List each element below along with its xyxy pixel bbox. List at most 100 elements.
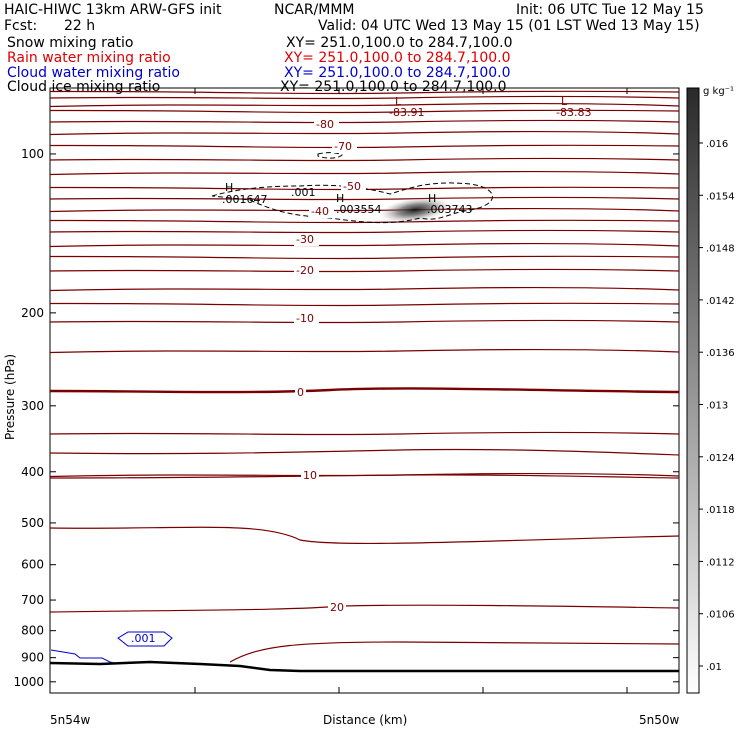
field-cloudice-name: Cloud ice mixing ratio bbox=[7, 79, 161, 95]
y-tick-label: 600 bbox=[21, 558, 44, 572]
temperature-contour-line bbox=[49, 109, 680, 114]
temperature-contour-line bbox=[49, 431, 680, 436]
temperature-contour-label: -80 bbox=[316, 118, 334, 131]
temperature-contour-line bbox=[49, 90, 680, 95]
colorbar-label: .013 bbox=[706, 401, 728, 412]
colorbar-label: .0154 bbox=[706, 191, 735, 202]
contour-label-background bbox=[295, 386, 306, 399]
temperature-contour-label: -70 bbox=[334, 140, 352, 153]
temperature-contour-line bbox=[49, 229, 680, 234]
temperature-contour-line bbox=[49, 287, 680, 292]
colorbar-label: .0118 bbox=[706, 505, 735, 516]
high-marker-3: H bbox=[428, 192, 436, 205]
high-value-2: .003554 bbox=[336, 203, 382, 216]
y-tick-label: 500 bbox=[21, 516, 44, 530]
x-axis-title: Distance (km) bbox=[323, 713, 407, 727]
temperature-contour-label: 20 bbox=[330, 601, 344, 614]
colorbar-label: .0124 bbox=[706, 453, 735, 464]
high-marker-2: H bbox=[336, 192, 344, 205]
temperature-contour-label: -20 bbox=[296, 264, 314, 277]
plot-title: HAIC-HIWC 13km ARW-GFS init bbox=[4, 2, 222, 18]
colorbar-label: .0148 bbox=[706, 244, 735, 255]
temperature-contour-line bbox=[49, 448, 680, 456]
temperature-contour-line bbox=[49, 268, 680, 273]
temperature-contour-line bbox=[49, 144, 680, 149]
low-value-1: -83.91 bbox=[389, 106, 424, 119]
low-marker-1: L bbox=[395, 95, 402, 108]
temperature-contour-line bbox=[49, 219, 680, 224]
contour-label-background bbox=[294, 233, 319, 246]
valid-time: Valid: 04 UTC Wed 13 May 15 (01 LST Wed … bbox=[318, 18, 700, 34]
y-tick-label: 200 bbox=[21, 306, 44, 320]
snow-maximum-shading bbox=[379, 197, 451, 223]
contour-label-background bbox=[294, 312, 319, 325]
y-tick-label: 100 bbox=[21, 147, 44, 161]
temperature-contour-line bbox=[49, 196, 680, 201]
contour-label-background bbox=[294, 264, 319, 277]
temperature-contour-line bbox=[49, 186, 680, 191]
contour-label-background bbox=[301, 469, 319, 482]
temperature-contour-label: 10 bbox=[303, 469, 317, 482]
colorbar-label: .0142 bbox=[706, 296, 735, 307]
field-cloudwater-xy: XY= 251.0,100.0 to 284.7,100.0 bbox=[284, 65, 511, 81]
temperature-contour-line bbox=[49, 171, 680, 176]
y-tick-label: 400 bbox=[21, 465, 44, 479]
colorbar bbox=[686, 87, 700, 694]
y-tick-label: 900 bbox=[21, 651, 44, 665]
temperature-contour-line bbox=[49, 95, 680, 100]
field-cloudice-xy: XY= 251.0,100.0 to 284.7,100.0 bbox=[280, 79, 507, 95]
temperature-contour-line bbox=[49, 119, 680, 124]
field-rain-xy: XY= 251.0,100.0 to 284.7,100.0 bbox=[284, 50, 511, 66]
low-marker-2: L bbox=[561, 95, 568, 108]
temperature-contour-label: 0 bbox=[297, 386, 304, 399]
x-tick-right: 5n50w bbox=[639, 713, 680, 727]
contour-label-background bbox=[309, 205, 334, 218]
contour-label-background bbox=[328, 601, 346, 614]
temperature-contour-label: -40 bbox=[311, 205, 329, 218]
y-axis-title: Pressure (hPa) bbox=[3, 354, 17, 440]
surface-line bbox=[49, 660, 679, 673]
cloud-ice-contours bbox=[211, 152, 493, 224]
fcst-value: 22 h bbox=[64, 18, 96, 34]
y-tick-label: 1000 bbox=[13, 675, 44, 689]
colorbar-label: .01 bbox=[706, 662, 722, 673]
temperature-contour-line bbox=[49, 604, 680, 613]
y-tick-label: 300 bbox=[21, 399, 44, 413]
temperature-contour-line bbox=[49, 255, 680, 260]
temperature-contour-label: -50 bbox=[343, 180, 361, 193]
ice-contour-label: .001 bbox=[291, 186, 316, 199]
colorbar-label: .0112 bbox=[706, 557, 735, 568]
colorbar-label: .0106 bbox=[706, 610, 735, 621]
temperature-contour-line bbox=[49, 387, 680, 394]
x-tick-left: 5n54w bbox=[50, 713, 91, 727]
field-snow-xy: XY= 251.0,100.0 to 284.7,100.0 bbox=[286, 35, 513, 51]
colorbar-unit: g kg⁻¹ bbox=[703, 86, 734, 97]
temperature-contour-line bbox=[49, 319, 680, 324]
y-tick-label: 800 bbox=[21, 624, 44, 638]
contour-label-background bbox=[332, 140, 357, 153]
temperature-contour-label: -10 bbox=[296, 312, 314, 325]
contour-label-background bbox=[314, 118, 339, 131]
cloud-water-contour-label: .001 bbox=[131, 632, 156, 645]
temperature-contour-line bbox=[49, 103, 680, 108]
temperature-contour-line bbox=[49, 302, 680, 307]
field-rain-name: Rain water mixing ratio bbox=[7, 50, 171, 66]
low-value-2: -83.83 bbox=[556, 106, 591, 119]
fcst-label: Fcst: bbox=[4, 18, 38, 34]
temperature-contour-line bbox=[49, 474, 680, 479]
colorbar-label: .016 bbox=[706, 139, 728, 150]
temperature-contour-line bbox=[49, 243, 680, 248]
contour-label-background bbox=[341, 180, 366, 193]
colorbar-label: .0136 bbox=[706, 348, 735, 359]
y-tick-label: 700 bbox=[21, 593, 44, 607]
high-value-1: .001647 bbox=[222, 193, 268, 206]
init-time: Init: 06 UTC Tue 12 May 15 bbox=[516, 2, 704, 18]
temperature-contour-label: -30 bbox=[296, 233, 314, 246]
temperature-contour-line bbox=[49, 157, 680, 162]
field-snow-name: Snow mixing ratio bbox=[7, 35, 134, 51]
high-marker-1: H bbox=[225, 181, 233, 194]
temperature-contour-line bbox=[49, 131, 680, 136]
temperature-contour-line bbox=[49, 526, 680, 545]
temperature-contour-line bbox=[49, 349, 680, 354]
